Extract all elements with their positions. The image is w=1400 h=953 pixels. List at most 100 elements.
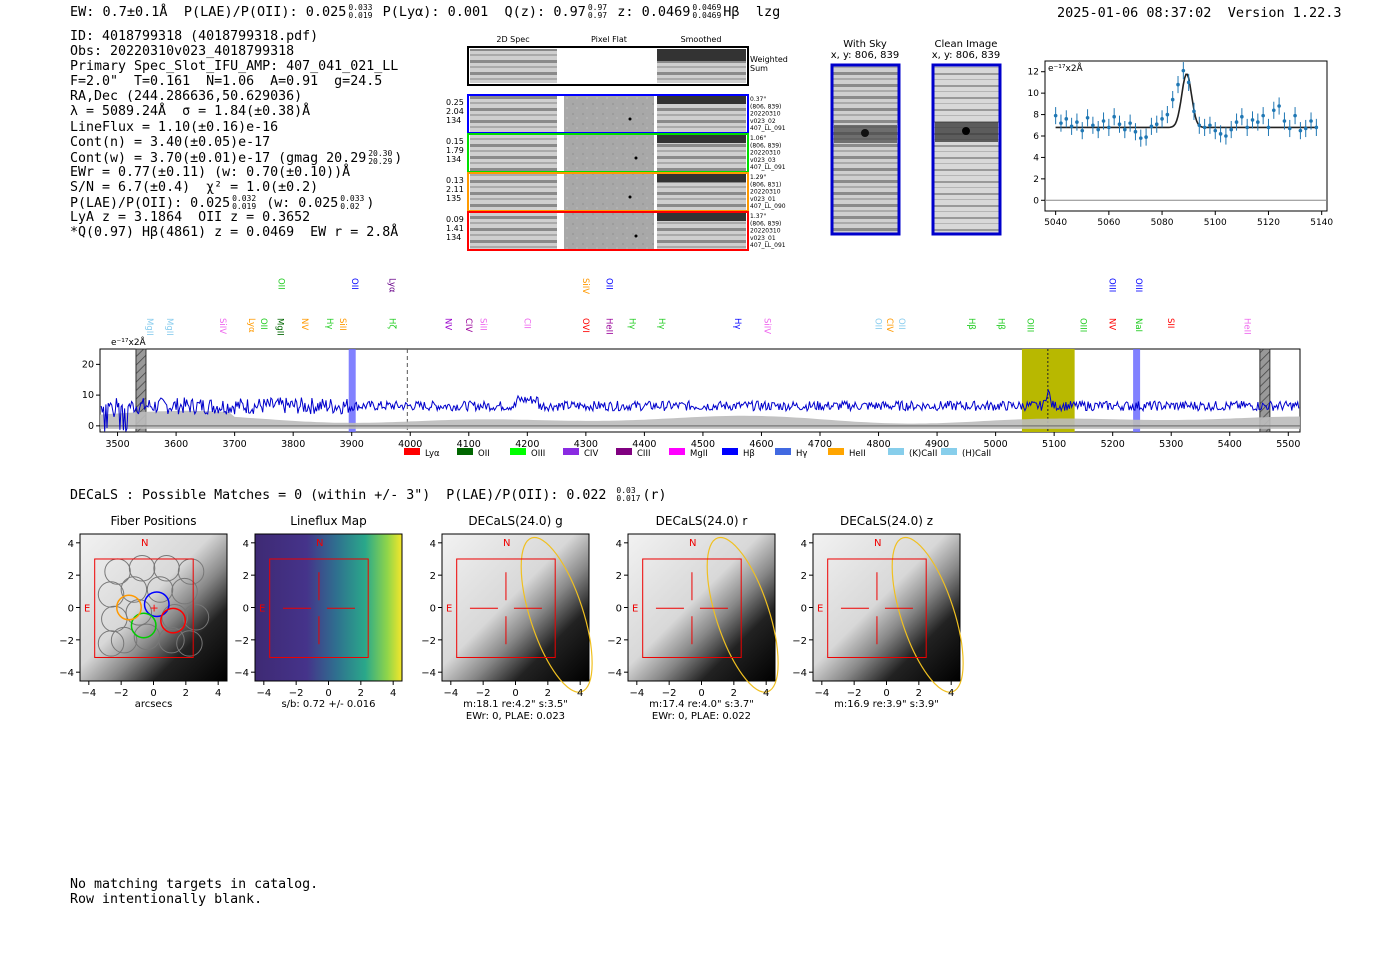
spectrum-frame (99, 348, 1301, 433)
info-contw: Cont(w) = 3.70(±0.01)e-17 (gmag 20.29 20.… (70, 148, 403, 166)
panel-xtick-label: 2 (916, 688, 922, 699)
sky-line-band (348, 349, 356, 432)
north-label: N (141, 538, 148, 549)
ew-value: EW: 0.7±0.1Å (70, 4, 168, 20)
zoom-data-point (1144, 135, 1148, 139)
panel-ytick-label: −2 (234, 636, 249, 647)
masked-band (135, 348, 147, 433)
cutout-2d-spec (470, 213, 557, 249)
legend-swatch (616, 448, 632, 455)
clean-image (931, 63, 1002, 236)
panel-xtick-label: −2 (662, 688, 677, 699)
zoom-ytick-label: 10 (1028, 89, 1040, 99)
legend-swatch (888, 448, 904, 455)
zoom-data-point (1075, 120, 1079, 124)
east-label: E (259, 604, 265, 615)
decals-band: (r) (642, 488, 667, 503)
north-label: N (874, 538, 881, 549)
weighted-sum-frame (467, 46, 749, 86)
east-label: E (817, 604, 823, 615)
cutout-right-value: 0.37" (750, 96, 766, 103)
zoom-data-point (1080, 128, 1085, 133)
cutout-smoothed (657, 174, 746, 210)
fiber-circle (97, 581, 125, 608)
cutout-pixel-flat (564, 213, 654, 249)
legend-label: CIII (637, 449, 650, 459)
spectrum-xtick-label: 5000 (984, 439, 1008, 450)
panel-caption: m:18.1 re:4.2" s:3.5" (463, 699, 568, 710)
fiber-circle-orange (116, 594, 142, 621)
spectrum-line (100, 388, 1300, 432)
legend-swatch (941, 448, 957, 455)
sky-panels: With Sky x, y: 806, 839 Clean Image x, y… (830, 39, 1002, 236)
decals-panel: DECaLS(24.0) g N E 4 2 0 −2 −4 −4 −2 0 2 4 m:18.1 re:… (421, 514, 593, 722)
emission-label: OVI (580, 318, 590, 333)
footer-line-1: No matching targets in catalog. (70, 877, 319, 892)
summary-header: EW: 0.7±0.1Å P(LAE)/P(OII): 0.025 0.033 0.… (70, 3, 780, 21)
panel-xtick-label: 2 (545, 688, 551, 699)
panel-title: DECaLS(24.0) r (656, 514, 748, 528)
cutout-left-value: 135 (446, 194, 461, 203)
zoom-data-point (1181, 68, 1186, 73)
cutout-left-value: 134 (446, 116, 461, 125)
cutout-left-value: 0.09 (446, 215, 464, 224)
emission-label: Hγ (627, 318, 637, 329)
panel-title: DECaLS(24.0) z (840, 514, 933, 528)
zoom-data-point (1234, 120, 1239, 124)
z-lo: 0.0469 (692, 11, 722, 20)
emission-label: HeII (1241, 318, 1251, 335)
east-label: E (632, 604, 638, 615)
emission-label: OIII (1107, 278, 1117, 292)
emission-label: NV (1107, 318, 1117, 330)
cutout-left-value: 1.41 (446, 224, 464, 233)
zoom-data-point (1266, 125, 1271, 130)
clean-image-title: Clean Image (935, 39, 998, 50)
zoom-data-point (1240, 114, 1244, 119)
zoom-ytick-label: 2 (1033, 175, 1039, 185)
plae2-w-hi: 0.033 (340, 194, 365, 204)
emission-label: SiIV (761, 318, 771, 334)
panel-image (79, 533, 228, 682)
zoom-data-point (1133, 129, 1138, 134)
cutout-left-value: 1.79 (446, 146, 464, 155)
z-value: z: 0.0469 (617, 4, 691, 20)
panel-caption: s/b: 0.72 +/- 0.016 (281, 699, 375, 710)
contw-text: Cont(w) = 3.70(±0.01)e-17 (gmag 20.29 (70, 150, 367, 166)
panel-ytick-label: 0 (430, 604, 436, 615)
panel-xtick-label: −2 (114, 688, 129, 699)
zoom-data-point (1298, 128, 1303, 133)
emission-label: Hγ (324, 318, 334, 329)
legend-swatch (563, 448, 579, 455)
zoom-data-point (1245, 125, 1249, 130)
q-hi: 0.97 (587, 3, 608, 12)
panel-xtick-label: −4 (256, 688, 271, 699)
panel-xtick-label: 2 (731, 688, 737, 699)
zoom-ytick-label: 12 (1028, 68, 1039, 78)
footer-notes: No matching targets in catalog. Row inten… (70, 877, 318, 907)
sky-line-band (1133, 349, 1141, 432)
flat-defect (634, 234, 638, 238)
panel-xtick-label: −4 (629, 688, 644, 699)
zoom-data-point (1091, 123, 1095, 128)
info-radec: RA,Dec (244.286636,50.629036) (70, 89, 303, 105)
emission-label: OII (873, 318, 883, 330)
legend-label: HeII (849, 449, 866, 459)
zoom-data-point (1128, 121, 1132, 125)
zoom-data-point (1186, 80, 1191, 85)
weighted-sum-label-1: Weighted (750, 55, 788, 64)
panel-caption: arcsecs (135, 699, 173, 710)
decals-summary: DECaLS : Possible Matches = 0 (within +/… (70, 487, 667, 504)
info-slot: Primary Spec_Slot_IFU_AMP: 407_041_021_L… (70, 59, 399, 75)
decals-panel: DECaLS(24.0) z N E 4 2 0 −2 −4 −4 −2 0 2 4 m:16.9 re:… (792, 514, 964, 710)
zoom-xtick-label: 5040 (1044, 218, 1067, 228)
zoom-data-point (1293, 113, 1297, 118)
aperture-box (642, 558, 742, 658)
panel-caption: m:17.4 re:4.0" s:3.7" (649, 699, 754, 710)
info-block: ID: 4018799318 (4018799318.pdf) Obs: 202… (70, 29, 402, 240)
cutout-pixel-flat (564, 174, 654, 210)
panel-ytick-label: −4 (607, 668, 622, 679)
emission-label: Hγ (732, 318, 742, 329)
spectrum-xtick-label: 5400 (1218, 439, 1242, 450)
spectrum-xtick-label: 4900 (925, 439, 949, 450)
